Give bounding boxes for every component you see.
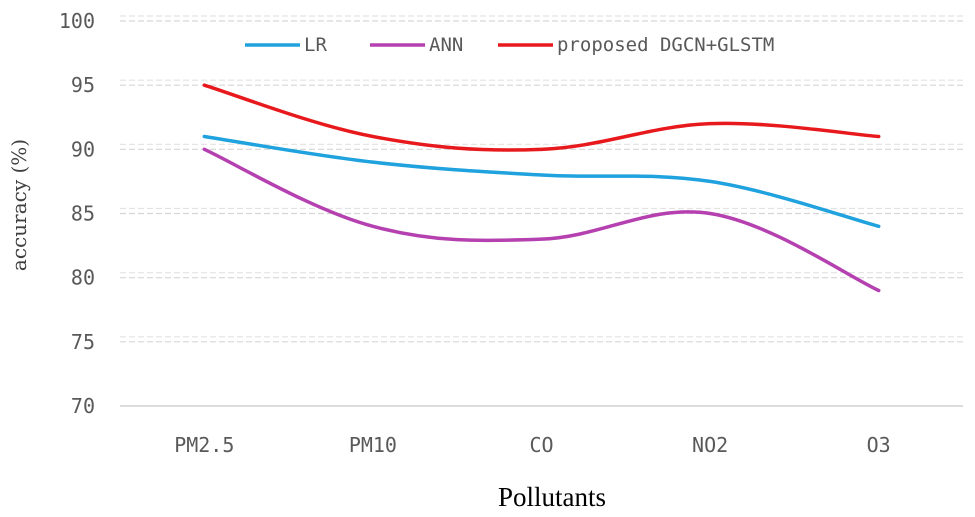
legend: LR ANN proposed DGCN+GLSTM — [245, 34, 774, 56]
legend-label: ANN — [429, 34, 463, 56]
y-tick-label: 90 — [71, 137, 95, 161]
x-tick-label: O3 — [867, 433, 891, 457]
y-axis-label: accuracy (%) — [7, 139, 31, 271]
series-lines — [202, 83, 881, 293]
series-line-ann — [202, 147, 881, 293]
y-axis-ticks: 70 75 80 85 90 95 100 — [59, 9, 95, 418]
y-tick-label: 100 — [59, 9, 95, 33]
y-tick-label: 75 — [71, 330, 95, 354]
x-tick-label: PM2.5 — [174, 433, 234, 457]
gridlines — [120, 15, 963, 407]
x-tick-label: PM10 — [349, 433, 397, 457]
x-tick-label: CO — [529, 433, 553, 457]
y-tick-label: 70 — [71, 394, 95, 418]
y-tick-label: 85 — [71, 202, 95, 226]
legend-label: proposed DGCN+GLSTM — [557, 34, 774, 56]
legend-label: LR — [304, 34, 327, 56]
x-tick-label: NO2 — [692, 433, 728, 457]
series-line-proposed-dgcn-glstm — [202, 83, 881, 152]
y-tick-label: 80 — [71, 266, 95, 290]
y-tick-label: 95 — [71, 73, 95, 97]
series-line-lr — [202, 134, 881, 229]
x-axis-ticks: PM2.5 PM10 CO NO2 O3 — [174, 433, 891, 457]
x-axis-label: Pollutants — [498, 482, 606, 512]
